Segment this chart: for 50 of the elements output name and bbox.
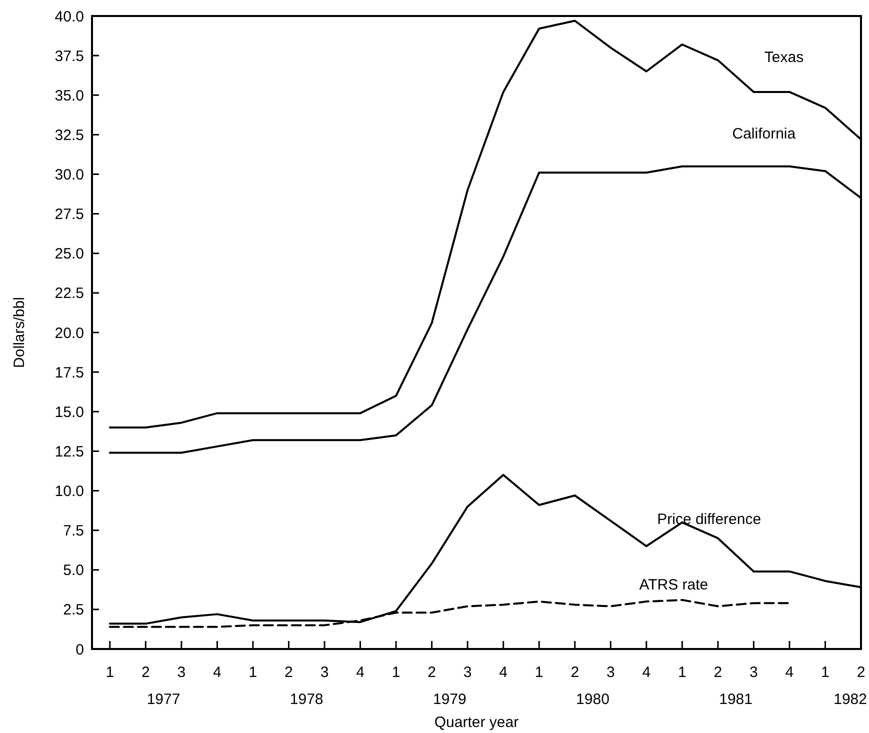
series-label: Texas [764, 48, 804, 66]
x-tick-label: 1 [678, 664, 686, 681]
x-tick-label: 2 [856, 664, 866, 681]
x-tick-label: 1 [392, 664, 400, 681]
y-tick-label: 35.0 [54, 87, 84, 104]
x-tick-label: 4 [785, 664, 794, 681]
x-tick-label: 3 [320, 664, 329, 681]
y-tick-label: 27.5 [54, 206, 84, 224]
x-tick-label: 4 [499, 664, 508, 681]
y-tick-label: 22.5 [54, 285, 84, 302]
y-tick-label: 7.5 [63, 522, 84, 540]
x-tick-label: 2 [714, 664, 722, 681]
y-tick-label: 37.5 [54, 48, 84, 65]
x-axis-title: Quarter year [434, 714, 519, 731]
x-tick-label: 2 [284, 664, 293, 681]
x-tick-label: 2 [570, 664, 580, 681]
y-tick-label: 15.0 [54, 404, 84, 421]
text: 1977 [146, 691, 180, 708]
y-tick-label: 40.0 [54, 8, 84, 26]
x-tick-label: 1 [534, 664, 544, 681]
text: 1978 [290, 691, 324, 708]
x-tick-label: 1 [106, 664, 114, 681]
y-tick-label: 20.0 [54, 324, 84, 342]
text: 1979 [432, 691, 466, 708]
y-tick-label: 32.5 [54, 126, 84, 144]
x-tick-label: 3 [750, 664, 758, 681]
y-tick-label: 12.5 [54, 443, 84, 460]
series-label: California [732, 125, 796, 142]
text: 1980 [576, 691, 610, 708]
x-tick-label: 4 [213, 664, 222, 681]
series-label: ATRS rate [639, 576, 708, 594]
x-tick-label: 1 [248, 664, 258, 681]
x-tick-label: 3 [606, 664, 615, 681]
y-tick-label: 0 [76, 641, 84, 658]
y-tick-label: 5.0 [63, 562, 84, 580]
y-tick-label: 10.0 [54, 483, 84, 500]
text: 1981 [719, 691, 752, 708]
x-tick-label: 4 [642, 664, 651, 681]
x-tick-label: 2 [428, 664, 436, 681]
x-tick-label: 4 [356, 664, 364, 681]
x-tick-label: 3 [177, 664, 186, 681]
y-tick-label: 25.0 [54, 246, 84, 263]
x-tick-label: 3 [463, 664, 472, 681]
x-tick-label: 2 [141, 664, 150, 681]
y-axis-title: Dollars/bbl [11, 297, 28, 368]
y-tick-label: 30.0 [54, 166, 84, 184]
y-tick-label: 17.5 [54, 364, 84, 382]
text: 1982 [834, 691, 867, 708]
y-tick-label: 2.5 [63, 602, 84, 619]
x-tick-label: 1 [821, 664, 830, 681]
